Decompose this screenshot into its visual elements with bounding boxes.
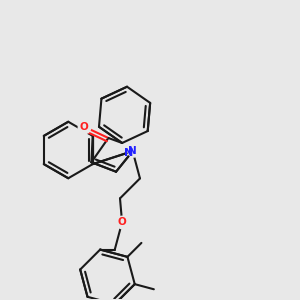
Text: N: N xyxy=(124,148,134,158)
Text: O: O xyxy=(80,122,88,132)
Text: N: N xyxy=(128,146,137,156)
Text: O: O xyxy=(118,217,127,227)
